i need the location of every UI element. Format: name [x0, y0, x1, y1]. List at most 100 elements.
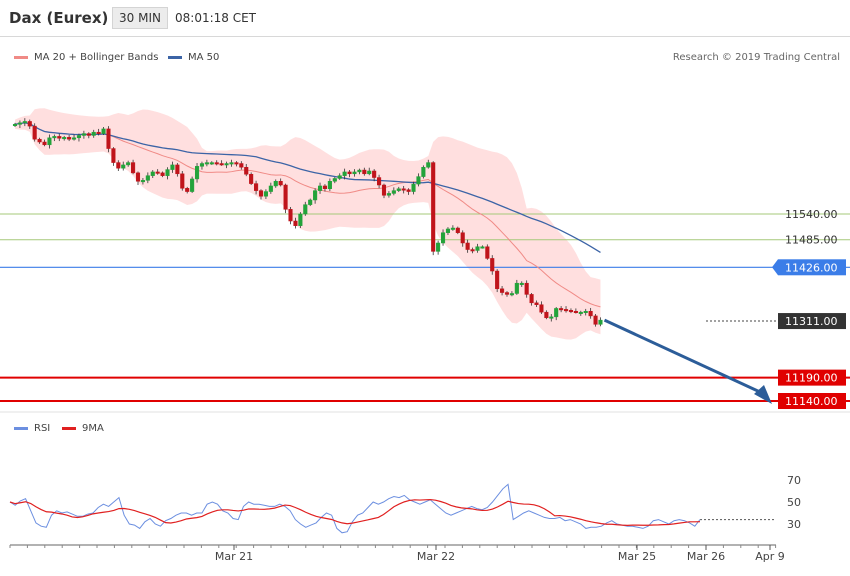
level-label-11485.00: 11485.00	[785, 234, 838, 247]
candle-body	[332, 178, 337, 182]
candle-body	[160, 172, 165, 176]
candle-body	[229, 162, 234, 165]
candle-body	[185, 188, 190, 192]
legend-ma9-label: 9MA	[82, 423, 104, 434]
rsi-swatch	[14, 427, 28, 430]
instrument-title: Dax (Eurex)	[9, 9, 109, 27]
legend-ma50-label: MA 50	[188, 52, 220, 63]
candle-body	[391, 190, 396, 194]
ma50-swatch	[168, 56, 182, 59]
candle-body	[293, 220, 298, 226]
candle-body	[303, 204, 308, 215]
ma20-swatch	[14, 56, 28, 59]
candle-body	[219, 163, 224, 166]
candle-body	[126, 162, 131, 166]
candle-body	[573, 310, 578, 313]
legend-ma50: MA 50	[168, 52, 219, 63]
candle-body	[214, 162, 219, 165]
level-label-11540.00: 11540.00	[785, 208, 838, 221]
level-tag-pointer-11426.00	[772, 259, 778, 276]
candle-body	[495, 270, 500, 290]
candle-body	[514, 282, 519, 294]
candle-body	[135, 172, 141, 182]
candle-body	[317, 185, 323, 191]
candle-body	[91, 131, 96, 136]
candle-body	[86, 133, 91, 136]
candle-body	[224, 163, 229, 166]
candle-body	[101, 128, 106, 134]
candle-body	[416, 176, 421, 185]
ma9-swatch	[62, 427, 76, 430]
candle-body	[431, 162, 436, 252]
rsi-tick-label: 30	[787, 518, 801, 531]
candle-body	[42, 141, 47, 146]
candle-body	[313, 190, 318, 201]
x-tick-label: Apr 9	[755, 550, 785, 563]
candle-body	[583, 310, 588, 313]
candle-body	[401, 188, 406, 191]
candle-body	[288, 209, 293, 222]
projection-arrowhead	[754, 385, 772, 404]
candle-body	[357, 169, 362, 173]
legend-ma20-label: MA 20 + Bollinger Bands	[34, 52, 159, 63]
candle-body	[155, 171, 160, 174]
rsi-line	[9, 483, 701, 534]
timeframe-button[interactable]: 30 MIN	[112, 7, 168, 29]
candle-body	[337, 175, 342, 179]
candle-body	[111, 148, 116, 163]
level-label-11190.00: 11190.00	[785, 372, 838, 385]
candle-body	[588, 310, 593, 317]
candle-body	[549, 316, 554, 319]
candle-body	[17, 122, 22, 125]
candle-body	[460, 232, 465, 244]
candle-body	[170, 164, 175, 170]
legend-rsi-label: RSI	[34, 423, 51, 434]
level-tag-11140.00	[778, 393, 846, 409]
candle-body	[22, 121, 27, 124]
candle-body	[593, 315, 598, 325]
candle-body	[27, 121, 32, 127]
level-tag-11311.00	[778, 313, 846, 330]
candle-body	[268, 185, 273, 192]
legend-rsi: RSI	[14, 423, 50, 434]
candle-body	[209, 162, 214, 165]
candle-body	[381, 184, 387, 196]
candle-body	[377, 177, 382, 186]
rsi-tick-label: 70	[787, 474, 801, 487]
candle-body	[322, 185, 328, 190]
candle-body	[352, 171, 357, 175]
candle-body	[470, 249, 475, 252]
candle-body	[37, 138, 42, 143]
candle-body	[578, 311, 583, 314]
candle-body	[308, 199, 313, 205]
level-label-11426.00: 11426.00	[785, 261, 838, 274]
level-label-11311.00: 11311.00	[785, 315, 838, 328]
candle-body	[204, 162, 209, 165]
candle-body	[239, 163, 244, 168]
candle-body	[165, 169, 170, 176]
candle-body	[465, 242, 470, 250]
candle-body	[519, 282, 524, 285]
level-label-11140.00: 11140.00	[785, 395, 838, 408]
level-tag-11190.00	[778, 369, 846, 386]
candle-body	[62, 137, 67, 140]
x-tick-label: Mar 25	[618, 550, 656, 563]
candle-body	[194, 166, 200, 180]
chart-header: Dax (Eurex) 30 MIN 08:01:18 CET	[0, 0, 850, 37]
projection-arrow	[603, 318, 761, 394]
candle-body	[96, 131, 101, 134]
level-tag-11426.00	[778, 259, 846, 276]
candle-body	[440, 232, 446, 244]
candle-body	[411, 183, 416, 192]
candle-body	[559, 308, 564, 311]
ma50-line	[14, 122, 601, 253]
legend-ma20: MA 20 + Bollinger Bands	[14, 52, 158, 63]
candle-body	[12, 123, 18, 126]
candle-body	[598, 319, 603, 325]
bollinger-band	[15, 108, 601, 340]
candle-body	[544, 311, 549, 319]
rsi-tick-label: 50	[787, 496, 801, 509]
candle-body	[490, 258, 495, 272]
candle-body	[450, 227, 455, 230]
